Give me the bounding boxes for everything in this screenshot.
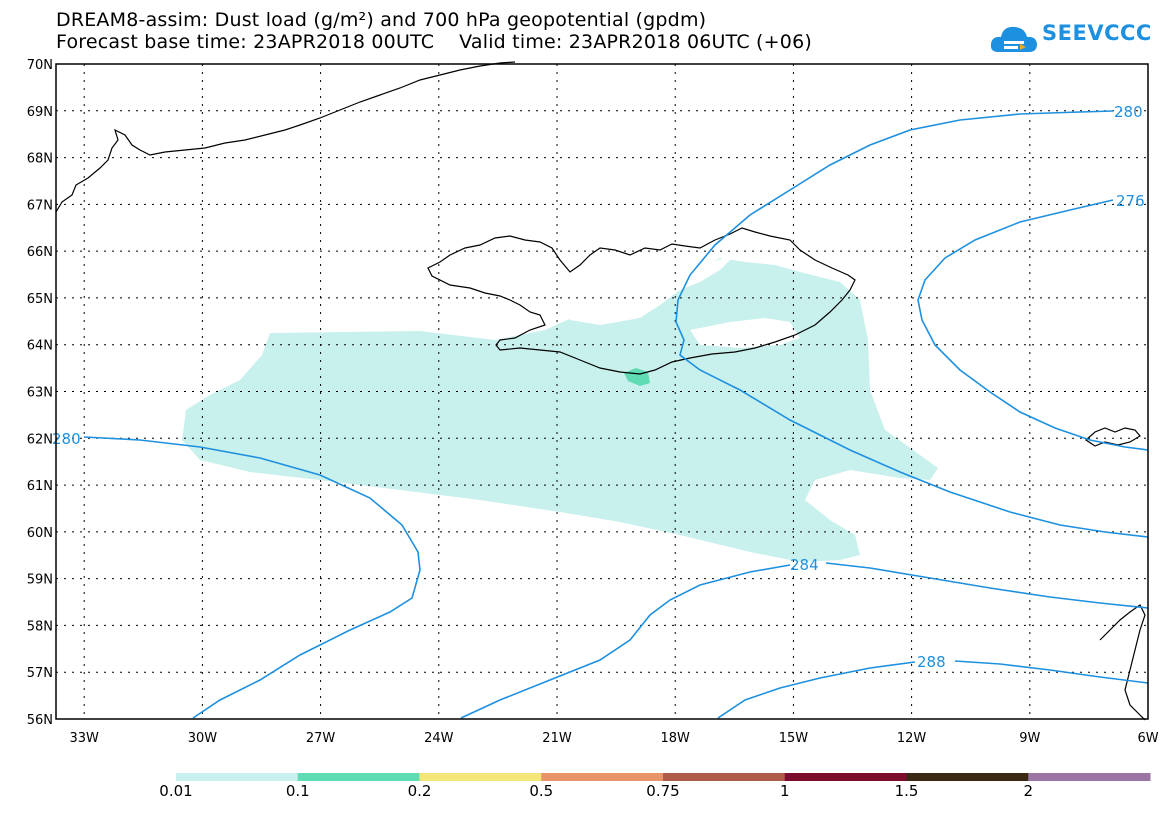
contour-288-east bbox=[954, 660, 1149, 684]
coastlines bbox=[55, 61, 1146, 721]
legend-label: 1 bbox=[779, 782, 790, 800]
dust-gap-north bbox=[555, 255, 735, 325]
lat-label: 68N bbox=[27, 152, 53, 167]
legend-label: 2 bbox=[1023, 782, 1034, 800]
legend-swatch bbox=[784, 773, 907, 781]
lat-label: 56N bbox=[27, 713, 53, 728]
legend-swatch bbox=[419, 773, 542, 781]
legend-swatch bbox=[541, 773, 664, 781]
lon-label: 9W bbox=[1019, 731, 1040, 746]
lat-label: 62N bbox=[27, 432, 53, 447]
dust-gap-westfjord bbox=[470, 272, 555, 300]
contour-label-280-north: 280 bbox=[1114, 103, 1143, 121]
map-subtitle: Forecast base time: 23APR2018 00UTC Vali… bbox=[56, 31, 812, 53]
lon-label: 21W bbox=[542, 731, 572, 746]
legend-swatch bbox=[297, 773, 420, 781]
map-frame bbox=[55, 63, 1149, 720]
legend-label: 0.2 bbox=[407, 782, 432, 800]
legend-label: 0.1 bbox=[285, 782, 310, 800]
cloud-icon bbox=[990, 26, 1037, 52]
lon-label: 24W bbox=[424, 731, 454, 746]
lat-label: 59N bbox=[27, 573, 53, 588]
longitude-labels: 33W 30W 27W 24W 21W 18W 15W 12W 9W 6W bbox=[69, 731, 1158, 746]
legend-swatch bbox=[176, 773, 299, 781]
lat-label: 60N bbox=[27, 526, 53, 541]
lon-label: 27W bbox=[306, 731, 336, 746]
lon-label: 6W bbox=[1137, 731, 1158, 746]
legend-swatch bbox=[906, 773, 1029, 781]
lat-label: 69N bbox=[27, 105, 53, 120]
contour-276 bbox=[917, 199, 1149, 451]
lat-label: 63N bbox=[27, 386, 53, 401]
logo-text: SEEVCCC bbox=[1042, 21, 1152, 45]
greenland-coast bbox=[55, 61, 516, 213]
contour-284-east bbox=[825, 562, 1149, 609]
graticule bbox=[56, 64, 1148, 719]
contour-label-284: 284 bbox=[790, 556, 819, 574]
lon-label: 15W bbox=[779, 731, 809, 746]
legend-label: 0.75 bbox=[646, 782, 680, 800]
latitude-labels: 70N 69N 68N 67N 66N 65N 64N 63N 62N 61N 60N 59N 58N 5… bbox=[27, 58, 53, 728]
dust-gap-east bbox=[690, 318, 800, 348]
legend-swatch bbox=[1028, 773, 1151, 781]
lat-label: 64N bbox=[27, 339, 53, 354]
scotland-coast bbox=[1099, 604, 1146, 721]
lon-label: 12W bbox=[897, 731, 927, 746]
lon-label: 30W bbox=[188, 731, 218, 746]
dust-load-shading bbox=[182, 255, 938, 562]
contour-284 bbox=[460, 564, 791, 719]
lat-label: 66N bbox=[27, 245, 53, 260]
legend-label: 0.01 bbox=[159, 782, 193, 800]
lat-label: 61N bbox=[27, 479, 53, 494]
contour-280-west bbox=[83, 436, 421, 719]
map-title: DREAM8-assim: Dust load (g/m²) and 700 h… bbox=[56, 9, 707, 31]
lon-label: 18W bbox=[660, 731, 690, 746]
contour-label-288: 288 bbox=[917, 653, 946, 671]
iceland-coast bbox=[427, 227, 856, 375]
contour-288 bbox=[717, 661, 916, 719]
contour-280-north bbox=[675, 110, 1149, 538]
lat-label: 67N bbox=[27, 198, 53, 213]
contour-label-276: 276 bbox=[1116, 192, 1145, 210]
lat-label: 70N bbox=[27, 58, 53, 73]
lat-label: 58N bbox=[27, 619, 53, 634]
legend-label: 1.5 bbox=[894, 782, 919, 800]
lat-label: 57N bbox=[27, 666, 53, 681]
lat-label: 65N bbox=[27, 292, 53, 307]
lon-label: 33W bbox=[69, 731, 99, 746]
geopotential-contours bbox=[83, 110, 1149, 719]
legend-swatch bbox=[663, 773, 786, 781]
legend-label: 0.5 bbox=[529, 782, 554, 800]
contour-label-280-west: 280 bbox=[52, 430, 81, 448]
